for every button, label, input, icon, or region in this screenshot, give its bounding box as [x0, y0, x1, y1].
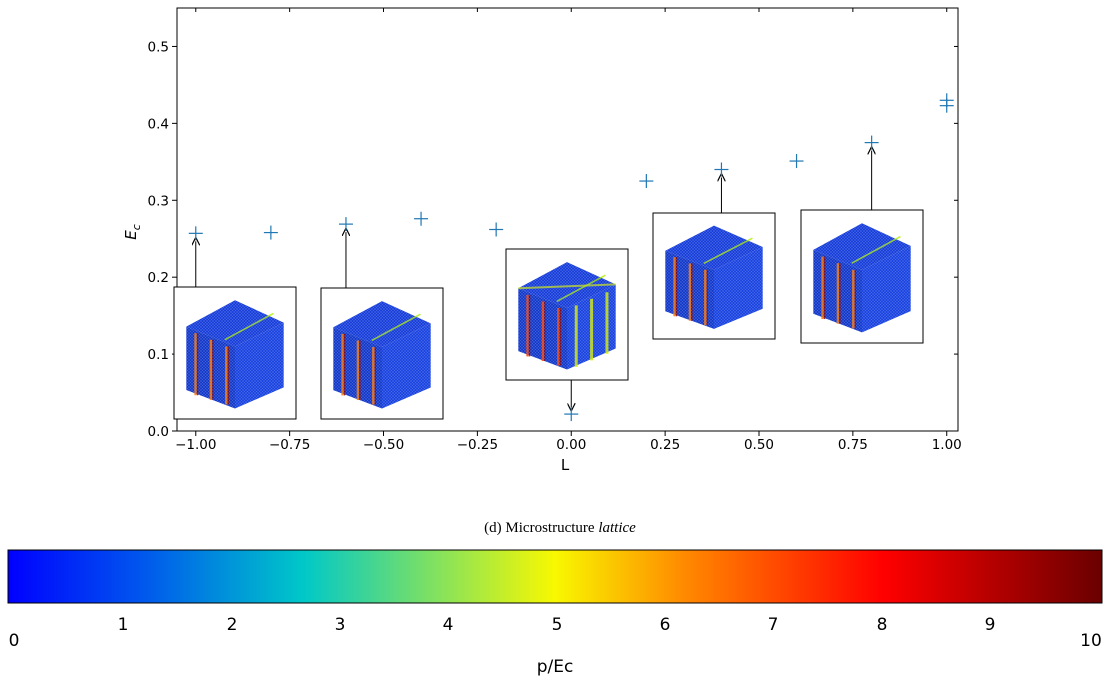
y-tick-label: 0.5	[148, 39, 169, 55]
x-tick-label: −0.75	[269, 437, 310, 453]
colorbar: 0 1 2 3 4 5 6 7 8 9 10 p/Ec	[7, 549, 1103, 677]
microstructure-inset	[320, 287, 444, 420]
microstructure-inset	[505, 248, 629, 381]
colorbar-tick-label: 3	[335, 615, 346, 635]
y-axis-label-main: E	[122, 230, 140, 240]
data-point	[714, 162, 729, 177]
y-tick-label: 0.3	[148, 193, 169, 209]
x-tick-label: −0.50	[363, 437, 404, 453]
caption-label: (d) Microstructure	[484, 520, 598, 536]
data-point	[338, 217, 353, 232]
microstructure-inset	[652, 212, 776, 340]
x-tick-label: 0.50	[744, 437, 774, 453]
colorbar-tick-label: 0	[9, 631, 20, 651]
data-point	[939, 93, 954, 108]
data-point	[639, 174, 654, 189]
colorbar-tick-label: 6	[660, 615, 671, 635]
x-tick-label: 1.00	[932, 437, 962, 453]
colorbar-tick-label: 5	[552, 615, 563, 635]
data-point	[789, 154, 804, 169]
colorbar-tick-label: 8	[877, 615, 888, 635]
x-tick-label: −1.00	[175, 437, 216, 453]
x-tick-label: 0.00	[556, 437, 586, 453]
y-axis-label-sub: c	[130, 224, 143, 230]
axes-frame	[176, 7, 959, 432]
colorbar-gradient	[7, 549, 1103, 604]
colorbar-ticks: 0 1 2 3 4 5 6 7 8 9 10	[9, 615, 1102, 651]
plot-area: −1.00 −0.75 −0.50 −0.25 0.00 0.25 0.50 0.75 1.00…	[148, 7, 962, 453]
colorbar-tick-label: 4	[443, 615, 454, 635]
data-point	[489, 222, 504, 237]
data-point	[864, 135, 879, 150]
figure-caption: (d) Microstructure lattice	[484, 520, 636, 536]
y-tick-label: 0.4	[148, 116, 169, 132]
microstructure-inset	[800, 209, 924, 344]
data-point	[564, 407, 579, 422]
data-point	[414, 211, 429, 226]
microstructure-inset	[173, 286, 297, 420]
colorbar-label: p/Ec	[537, 657, 574, 677]
data-point	[188, 226, 203, 241]
colorbar-tick-label: 9	[985, 615, 996, 635]
y-tick-label: 0.2	[148, 270, 169, 286]
x-axis-label: L	[561, 456, 570, 474]
caption-label-italic: lattice	[598, 520, 636, 536]
x-tick-label: −0.25	[457, 437, 498, 453]
y-tick-label: 0.1	[148, 347, 169, 363]
data-point	[263, 225, 278, 240]
svg-text:Ec: Ec	[122, 224, 143, 240]
colorbar-tick-label: 10	[1080, 631, 1102, 651]
y-axis-label: Ec	[122, 224, 143, 240]
y-tick-label: 0.0	[148, 424, 169, 440]
x-tick-label: 0.75	[838, 437, 868, 453]
colorbar-tick-label: 1	[118, 615, 129, 635]
colorbar-tick-label: 2	[227, 615, 238, 635]
x-tick-label: 0.25	[650, 437, 680, 453]
colorbar-tick-label: 7	[768, 615, 779, 635]
